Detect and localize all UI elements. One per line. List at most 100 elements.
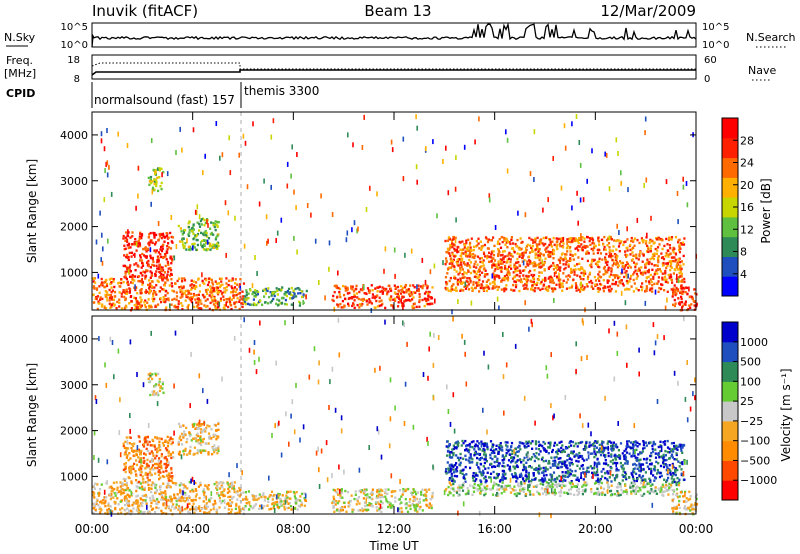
heatmap-cell-region-6 [679, 266, 682, 270]
heatmap-cell-region-0 [123, 307, 126, 310]
heatmap-cell-region-6 [547, 441, 550, 445]
heatmap-cell-region-0 [154, 491, 157, 495]
heatmap-cell-region-1 [139, 259, 142, 262]
heatmap-cell-region-5 [359, 303, 362, 306]
heatmap-cell-region-5 [341, 299, 344, 303]
heatmap-cell-region-1 [134, 470, 137, 473]
heatmap-cell-region-2 [207, 442, 210, 445]
heatmap-cell-region-1 [164, 462, 168, 466]
heatmap-cell-region-6 [451, 242, 454, 245]
heatmap-cell-region-4 [297, 287, 300, 290]
heatmap-cell-region-6 [661, 256, 664, 259]
heatmap-cell-region-6 [533, 282, 536, 286]
heatmap-cell-region-5 [361, 289, 364, 292]
heatmap-cell-region-0 [192, 286, 195, 289]
heatmap-cell-region-1 [171, 477, 174, 480]
heatmap-cell-region-6 [497, 266, 500, 270]
heatmap-cell-region-2 [200, 218, 203, 221]
heatmap-cell-region-0 [232, 296, 235, 300]
heatmap-cell-region-6 [644, 289, 647, 293]
heatmap-cell-sparse [682, 184, 685, 190]
heatmap-cell-region-1 [145, 255, 148, 258]
heatmap-cell-region-6 [650, 470, 653, 473]
heatmap-cell-region-6 [516, 269, 519, 272]
heatmap-cell-region-6 [653, 254, 656, 257]
heatmap-cell-region-5 [361, 507, 364, 510]
heatmap-cell-region-2 [192, 223, 195, 226]
heatmap-cell-region-1 [128, 469, 131, 472]
heatmap-cell-region-0 [133, 279, 136, 282]
heatmap-cell-sparse [626, 226, 628, 232]
heatmap-cell-region-1 [146, 261, 149, 264]
heatmap-cell-region-6 [641, 282, 644, 285]
heatmap-cell-region-2 [199, 437, 202, 440]
heatmap-cell-region-4 [245, 502, 248, 505]
heatmap-cell-region-6 [514, 285, 518, 289]
heatmap-cell-region-6 [506, 246, 509, 249]
heatmap-cell-region-1 [131, 243, 134, 246]
heatmap-cell-region-6 [599, 477, 602, 481]
heatmap-cell-region-1 [161, 441, 164, 445]
heatmap-cell-region-1 [160, 272, 163, 276]
heatmap-cell-region-1 [141, 264, 145, 267]
heatmap-cell-region-0 [149, 499, 152, 502]
heatmap-cell-region-6 [492, 257, 495, 260]
heatmap-cell-region-2 [204, 442, 207, 445]
heatmap-cell-region-4 [263, 504, 266, 508]
heatmap-cell-region-6 [642, 240, 645, 243]
heatmap-cell-sparse [318, 280, 320, 285]
heatmap-cell-region-6 [534, 252, 537, 255]
heatmap-cell-region-6 [586, 259, 589, 263]
heatmap-cell-region-6 [562, 259, 565, 262]
heatmap-cell-region-0 [234, 507, 237, 510]
heatmap-cell-region-6 [661, 283, 664, 287]
heatmap-cell-region-6 [524, 251, 527, 254]
heatmap-cell-region-1 [159, 274, 162, 278]
heatmap-cell-region-7 [687, 307, 690, 311]
heatmap-cell-region-5 [416, 289, 419, 292]
heatmap-cell-region-0 [235, 300, 238, 304]
heatmap-cell-region-6 [502, 256, 505, 259]
heatmap-cell-region-0 [204, 484, 207, 487]
heatmap-cell-region-5 [354, 493, 357, 496]
heatmap-cell-region-1 [162, 273, 165, 277]
heatmap-cell-region-6 [637, 268, 640, 272]
heatmap-cell-region-1 [147, 259, 150, 263]
heatmap-cell-region-6 [504, 277, 507, 280]
heatmap-cell-region-5 [377, 493, 381, 496]
heatmap-cell-region-5 [380, 494, 384, 497]
heatmap-cell-region-6 [662, 264, 665, 267]
heatmap-cell-region-0 [100, 502, 104, 505]
heatmap-cell-region-2 [212, 435, 215, 438]
heatmap-cell-region-5 [418, 507, 421, 511]
heatmap-cell-region-6 [608, 246, 611, 249]
heatmap-cell-region-7 [686, 286, 689, 290]
heatmap-cell-region-5 [366, 496, 369, 499]
heatmap-cell-region-5 [365, 300, 368, 303]
heatmap-cell-region-1 [144, 471, 147, 475]
heatmap-cell-region-4 [282, 503, 285, 506]
heatmap-cell-region-1 [133, 454, 136, 457]
heatmap-cell-region-1 [159, 235, 162, 238]
heatmap-cell-region-6 [680, 449, 683, 452]
heatmap-cell-region-0 [211, 291, 214, 294]
heatmap-cell-region-0 [123, 291, 126, 294]
heatmap-cell-region-6 [525, 287, 528, 290]
heatmap-cell-region-0 [172, 290, 176, 293]
heatmap-cell-region-5 [378, 304, 381, 308]
heatmap-cell-region-5 [390, 289, 393, 292]
heatmap-cell-region-0 [157, 303, 160, 306]
heatmap-cell-region-6 [531, 248, 534, 251]
heatmap-cell-region-6 [632, 278, 635, 282]
heatmap-cell-region-6 [456, 281, 459, 284]
heatmap-cell-region-1 [138, 458, 142, 461]
heatmap-cell-region-5 [425, 299, 428, 303]
nsky-right-tick-bottom: 10^0 [702, 40, 729, 51]
heatmap-cell-region-0 [118, 305, 121, 308]
heatmap-cell-region-0 [236, 498, 239, 501]
heatmap-cell-region-5 [368, 503, 371, 507]
heatmap-cell-region-5 [425, 503, 428, 507]
heatmap-cell-sparse [522, 260, 525, 266]
heatmap-cell-region-5 [359, 509, 362, 512]
heatmap-cell-region-4 [281, 286, 284, 289]
